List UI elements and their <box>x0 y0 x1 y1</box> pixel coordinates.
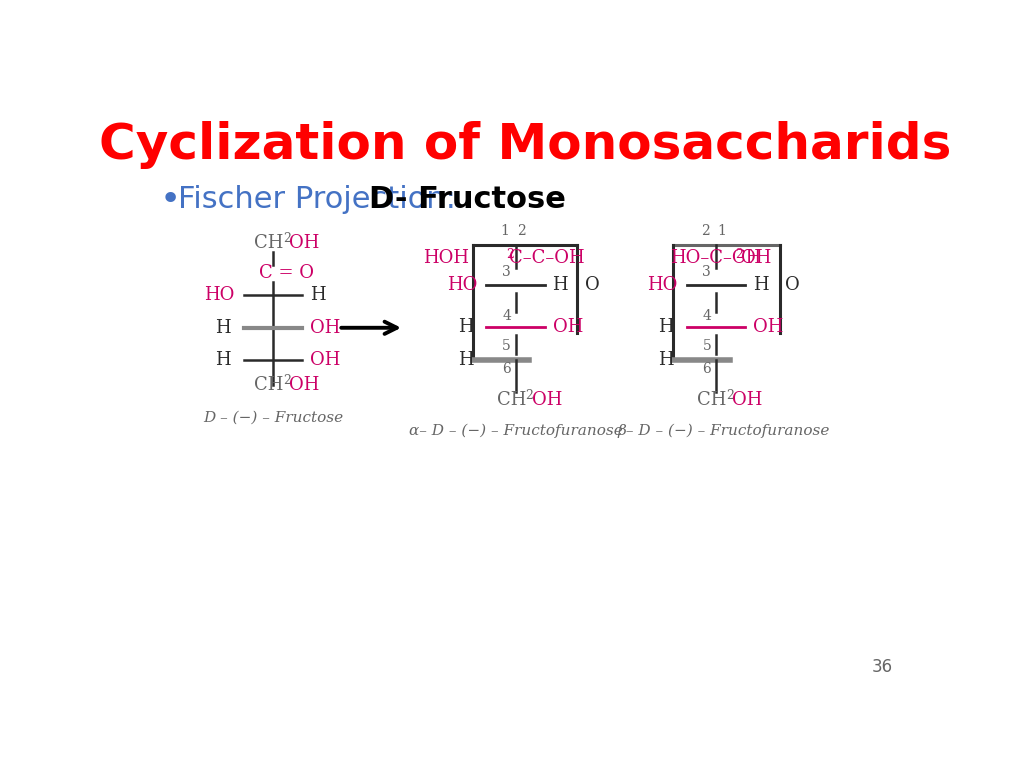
Text: OH: OH <box>310 351 340 369</box>
Text: 4: 4 <box>502 310 511 323</box>
Text: 2: 2 <box>283 233 291 246</box>
Text: 4: 4 <box>702 310 711 323</box>
Text: H: H <box>657 318 674 336</box>
Text: 2: 2 <box>525 389 534 402</box>
Text: CH: CH <box>255 376 284 394</box>
Text: HOH: HOH <box>423 250 469 267</box>
Text: 36: 36 <box>871 657 893 676</box>
Text: C = O: C = O <box>259 264 314 282</box>
Text: CH: CH <box>497 391 526 409</box>
Text: 2: 2 <box>726 389 733 402</box>
Text: 2: 2 <box>517 223 526 238</box>
Text: OH: OH <box>310 319 340 337</box>
Text: 6: 6 <box>502 362 511 376</box>
Text: β– D – (−) – Fructofuranose: β– D – (−) – Fructofuranose <box>617 424 829 439</box>
Text: H: H <box>458 351 473 369</box>
Text: 2: 2 <box>700 223 710 238</box>
Text: H: H <box>310 286 326 303</box>
Text: HO: HO <box>647 276 677 293</box>
Text: Cyclization of Monosaccharids: Cyclization of Monosaccharids <box>98 121 951 168</box>
Text: 5: 5 <box>702 339 711 353</box>
Text: OH: OH <box>741 250 771 267</box>
Text: OH: OH <box>289 234 319 252</box>
Text: 3: 3 <box>702 264 711 279</box>
Text: OH: OH <box>753 318 783 336</box>
Text: OH: OH <box>531 391 562 409</box>
Text: OH: OH <box>289 376 319 394</box>
Text: OH: OH <box>732 391 762 409</box>
Text: C–C–OH: C–C–OH <box>509 250 585 267</box>
Text: CH: CH <box>697 391 727 409</box>
Text: 3: 3 <box>502 264 511 279</box>
Text: H: H <box>657 351 674 369</box>
Text: H: H <box>215 351 230 369</box>
Text: CH: CH <box>255 234 284 252</box>
Text: D- Fructose: D- Fructose <box>370 185 566 214</box>
Text: 2: 2 <box>506 248 514 261</box>
Text: 5: 5 <box>502 339 511 353</box>
Text: 1: 1 <box>501 223 509 238</box>
Text: H: H <box>215 319 230 337</box>
Text: 2: 2 <box>735 248 742 261</box>
Text: 6: 6 <box>702 362 711 376</box>
Text: •: • <box>160 183 181 217</box>
Text: α– D – (−) – Fructofuranose: α– D – (−) – Fructofuranose <box>409 424 623 439</box>
Text: Fischer Projection:: Fischer Projection: <box>178 185 466 214</box>
Text: H: H <box>753 276 768 293</box>
Text: H: H <box>458 318 473 336</box>
Text: HO: HO <box>446 276 477 293</box>
Text: 1: 1 <box>717 223 726 238</box>
Text: D – (−) – Fructose: D – (−) – Fructose <box>203 411 343 425</box>
Text: HO: HO <box>204 286 234 303</box>
Text: O: O <box>785 276 800 293</box>
Text: HO–C–CH: HO–C–CH <box>670 250 761 267</box>
Text: 2: 2 <box>283 374 291 387</box>
Text: OH: OH <box>553 318 583 336</box>
Text: H: H <box>553 276 568 293</box>
Text: O: O <box>585 276 600 293</box>
